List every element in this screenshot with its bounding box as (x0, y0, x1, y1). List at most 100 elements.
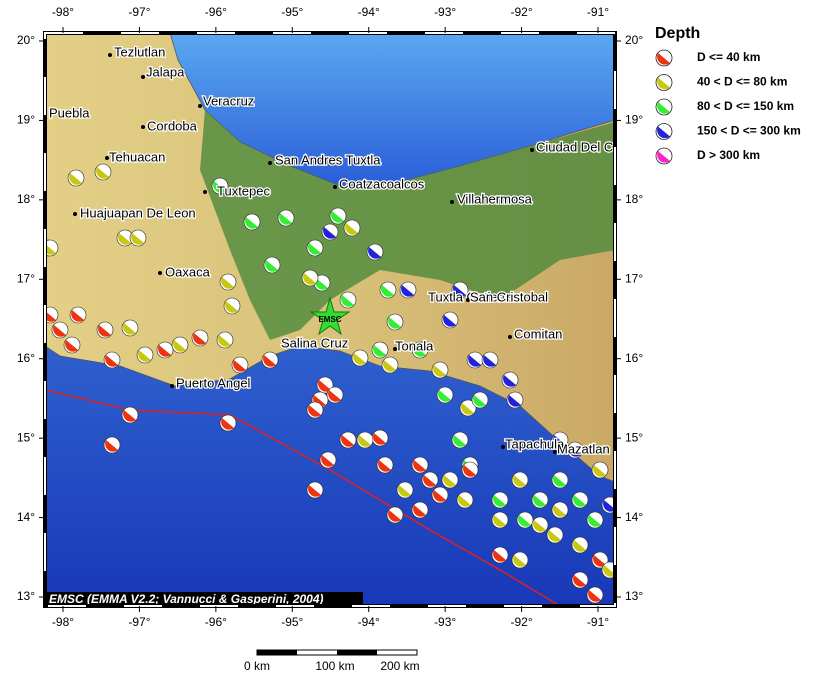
event-quadrant (573, 575, 586, 587)
x-tick-label: -93° (434, 5, 456, 19)
city-dot (170, 384, 174, 388)
city-label: Tezlutlan (114, 44, 165, 59)
y-tick-label: 20° (625, 33, 643, 47)
city-dot (285, 344, 289, 348)
event-quadrant (193, 333, 206, 345)
event-quadrant (383, 360, 396, 372)
event-quadrant (533, 520, 546, 532)
city-label: Veracruz (203, 93, 254, 108)
x-tick-label: -94° (358, 5, 380, 19)
city-label: San Cristobal (470, 289, 548, 304)
events (45, 163, 615, 604)
event-quadrant (588, 590, 601, 602)
scale-label: 100 km (315, 659, 354, 673)
city-dot (430, 298, 434, 302)
event-quadrant (493, 495, 506, 507)
city-dot (450, 200, 454, 204)
event-quadrant (553, 505, 566, 517)
event-quadrant (328, 390, 341, 402)
event-quadrant (458, 495, 471, 507)
city-dot (141, 125, 145, 129)
legend-symbol-fill (657, 102, 670, 114)
event-quadrant (96, 167, 109, 179)
x-tick-label: -91° (587, 615, 609, 629)
event-quadrant (221, 418, 234, 430)
city-dot (393, 347, 397, 351)
frame-dashes (44, 32, 616, 607)
city-dot (501, 445, 505, 449)
city-dot (268, 161, 272, 165)
event-quadrant (533, 495, 546, 507)
x-tick-label: -98° (52, 615, 74, 629)
y-tick-label: 13° (625, 589, 643, 603)
event-quadrant (401, 285, 414, 297)
event-quadrant (548, 530, 561, 542)
city-label: Villahermosa (457, 191, 533, 206)
city-dot (530, 148, 534, 152)
event-quadrant (373, 433, 386, 445)
event-quadrant (413, 505, 426, 517)
city-label: Tehuacan (109, 149, 165, 164)
y-tick-label: 20° (17, 33, 35, 47)
event-quadrant (45, 243, 56, 255)
event-quadrant (131, 233, 144, 245)
event-quadrant (503, 375, 516, 387)
city-label: Tuxtepec (217, 183, 270, 198)
scale-seg (337, 650, 377, 655)
legend-label: 40 < D <= 80 km (697, 75, 787, 89)
credit: EMSC (EMMA V2.2; Vannucci & Gasperini, 2… (49, 592, 324, 606)
event-quadrant (245, 217, 258, 229)
city-dot (158, 271, 162, 275)
x-tick-label: -92° (511, 5, 533, 19)
event-quadrant (353, 353, 366, 365)
y-tick-label: 19° (625, 113, 643, 127)
x-tick-label: -94° (358, 615, 380, 629)
event-quadrant (221, 277, 234, 289)
event-quadrant (345, 223, 358, 235)
event-quadrant (388, 317, 401, 329)
x-tick-label: -95° (281, 5, 303, 19)
legend-symbol-fill (657, 77, 670, 90)
y-tick-label: 14° (625, 510, 643, 524)
city-label: Coatzacoalcos (339, 176, 425, 191)
legend-symbol-fill (657, 126, 670, 139)
event-quadrant (438, 390, 451, 402)
city-label: Ciudad Del Carmen (536, 139, 650, 154)
event-quadrant (308, 485, 321, 497)
city-label: Cordoba (147, 118, 198, 133)
city-label: Puerto Angel (176, 375, 251, 390)
event-quadrant (433, 490, 446, 502)
event-quadrant (263, 355, 276, 367)
city-label: Puebla (49, 105, 90, 120)
event-quadrant (98, 325, 111, 337)
event-quadrant (461, 403, 474, 415)
event-quadrant (368, 247, 381, 259)
city-dot (553, 450, 557, 454)
city-dot (333, 185, 337, 189)
event-quadrant (423, 475, 436, 487)
event-quadrant (413, 460, 426, 472)
x-tick-label: -98° (52, 5, 74, 19)
event-quadrant (158, 345, 171, 357)
event-quadrant (105, 355, 118, 367)
city-label: San Andres Tuxtla (275, 152, 381, 167)
event-quadrant (233, 360, 246, 372)
y-tick-label: 16° (17, 351, 35, 365)
scale-label: 200 km (380, 659, 419, 673)
legend-symbol-fill (657, 151, 670, 163)
event-quadrant (453, 435, 466, 447)
event-quadrant (593, 555, 606, 567)
event-quadrant (323, 227, 336, 239)
event-quadrant (69, 173, 82, 185)
event-quadrant (105, 440, 118, 452)
legend-label: 80 < D <= 150 km (697, 99, 794, 113)
event-quadrant (553, 475, 566, 487)
event-quadrant (443, 315, 456, 327)
y-tick-label: 17° (17, 271, 35, 285)
city-dot (105, 156, 109, 160)
legend: D <= 40 km 40 < D <= 80 km 80 < D <= 150 k… (655, 49, 801, 165)
event-quadrant (381, 285, 394, 297)
event-quadrant (453, 285, 466, 297)
event-quadrant (123, 410, 136, 422)
event-quadrant (463, 465, 476, 477)
